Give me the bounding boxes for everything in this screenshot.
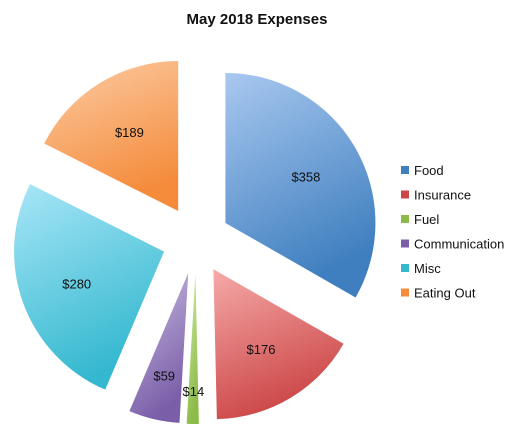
legend-label-insurance: Insurance — [414, 188, 471, 203]
data-label-fuel: $14 — [183, 384, 205, 399]
pie-slice-insurance — [213, 269, 344, 420]
data-label-misc: $280 — [62, 277, 91, 292]
legend-label-food: Food — [414, 163, 444, 178]
pie-slice-fuel — [186, 273, 199, 424]
legend-swatch-eating-out — [401, 288, 409, 297]
data-label-eating-out: $189 — [115, 125, 144, 140]
legend-label-eating-out: Eating Out — [414, 286, 476, 301]
legend-swatch-fuel — [401, 215, 409, 223]
pie-slices — [14, 61, 376, 424]
data-label-communication: $59 — [153, 368, 175, 383]
legend-label-misc: Misc — [414, 261, 441, 276]
legend: Food Insurance Fuel Communication Misc Eating… — [401, 163, 504, 301]
chart-title: May 2018 Expenses — [187, 11, 328, 28]
legend-label-fuel: Fuel — [414, 212, 439, 227]
legend-swatch-communication — [401, 239, 409, 248]
slice-labels: $358 $176 $14 $59 $280 $189 — [62, 125, 320, 399]
data-label-insurance: $176 — [247, 342, 276, 357]
pie-slice-misc — [14, 184, 165, 390]
pie-slice-communication — [129, 273, 189, 423]
data-label-food: $358 — [291, 169, 320, 184]
legend-swatch-insurance — [401, 190, 409, 199]
pie-slice-food — [225, 72, 376, 298]
legend-swatch-misc — [401, 264, 409, 272]
legend-swatch-food — [401, 166, 409, 174]
pie-slice-eating-out — [44, 61, 179, 212]
legend-label-communication: Communication — [414, 237, 504, 252]
